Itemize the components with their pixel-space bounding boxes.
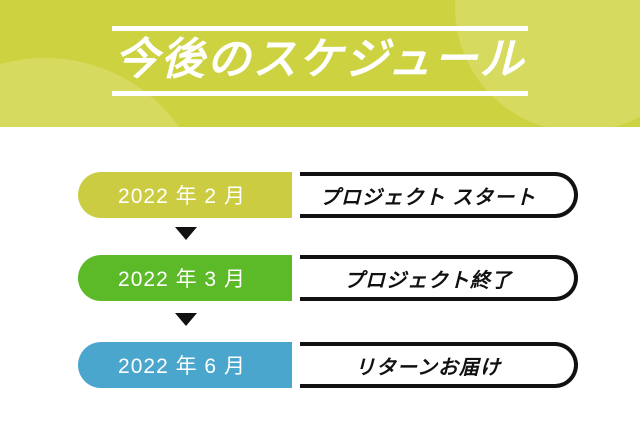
header-banner-inner: 今後のスケジュール [112,0,528,127]
timeline-date-pill: 2022 年 2 月 [78,172,292,218]
timeline-row: 2022 年 6 月 リターンお届け [78,342,578,388]
triangle-down-icon [175,227,197,240]
timeline-event-label: リターンお届け [300,342,578,388]
timeline-event-label: プロジェクト スタート [300,172,578,218]
triangle-down-icon [175,313,197,326]
timeline-date-pill: 2022 年 6 月 [78,342,292,388]
header-banner: 今後のスケジュール [0,0,640,127]
timeline-row: 2022 年 3 月 プロジェクト終了 [78,255,578,301]
title-rule-top [112,26,528,31]
page-title: 今後のスケジュール [114,35,526,84]
title-rule-bottom [112,91,528,96]
timeline-event-label: プロジェクト終了 [300,255,578,301]
timeline-row: 2022 年 2 月 プロジェクト スタート [78,172,578,218]
timeline: 2022 年 2 月 プロジェクト スタート 2022 年 3 月 プロジェクト… [0,127,640,433]
timeline-date-pill: 2022 年 3 月 [78,255,292,301]
